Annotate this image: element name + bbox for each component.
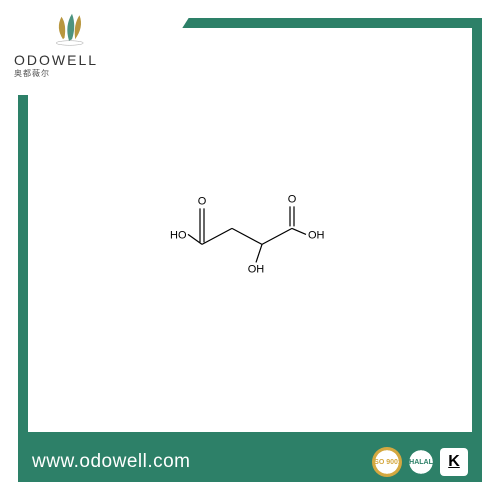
website-url[interactable]: www.odowell.com <box>32 451 372 473</box>
brand-name: ODOWELL <box>10 52 130 68</box>
iso-badge-icon: ISO 9001 <box>372 447 402 477</box>
svg-text:HO: HO <box>170 229 187 241</box>
svg-text:O: O <box>288 193 297 205</box>
svg-text:OH: OH <box>308 229 325 241</box>
chemical-structure: HO O O OH OH <box>160 180 340 300</box>
logo-diagonal-cut <box>140 0 200 95</box>
halal-badge-icon: HALAL <box>406 447 436 477</box>
certification-badges: ISO 9001 HALAL K <box>372 447 468 477</box>
brand-logo-area: ODOWELL 奥都薇尔 <box>0 0 140 95</box>
leaf-logo-icon <box>48 8 93 48</box>
footer-bar: www.odowell.com ISO 9001 HALAL K <box>18 442 482 482</box>
brand-subtitle: 奥都薇尔 <box>10 68 130 79</box>
svg-text:O: O <box>198 195 207 207</box>
svg-text:OH: OH <box>248 263 265 275</box>
product-card: ODOWELL 奥都薇尔 HO O O OH OH www.odowell.com IS… <box>0 0 500 500</box>
kosher-badge-icon: K <box>440 448 468 476</box>
